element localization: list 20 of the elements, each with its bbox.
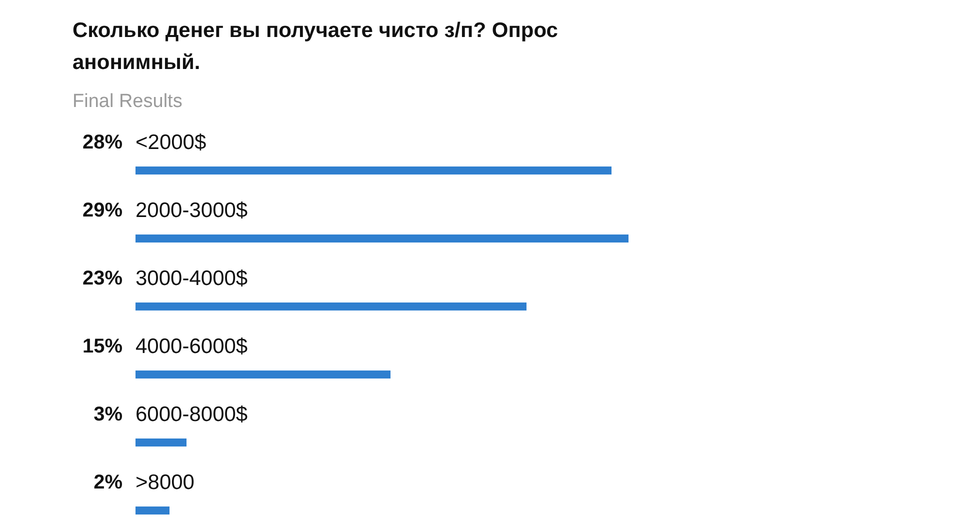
- chart-title: Сколько денег вы получаете чисто з/п? Опрос анонимный.: [72, 19, 558, 74]
- bar: [136, 302, 526, 310]
- y-tick-label: 4000-6000$: [136, 335, 248, 358]
- y-tick-label: 2000-3000$: [136, 199, 248, 222]
- data-label: 29%: [82, 200, 123, 222]
- y-tick-label: 6000-8000$: [136, 403, 248, 426]
- bar: [136, 438, 186, 446]
- bar: [136, 234, 628, 242]
- bar: [136, 370, 390, 378]
- bar: [136, 506, 170, 514]
- y-tick-label: 3000-4000$: [136, 267, 248, 290]
- data-label: 2%: [94, 472, 123, 494]
- y-tick-label: <2000$: [136, 131, 206, 154]
- chart-subtitle: Final Results: [72, 91, 182, 112]
- bar: [136, 166, 612, 174]
- data-label: 28%: [82, 132, 123, 154]
- data-label: 23%: [82, 268, 123, 290]
- data-label: 15%: [82, 336, 123, 358]
- y-tick-label: >8000: [136, 471, 194, 494]
- data-label: 3%: [94, 404, 123, 426]
